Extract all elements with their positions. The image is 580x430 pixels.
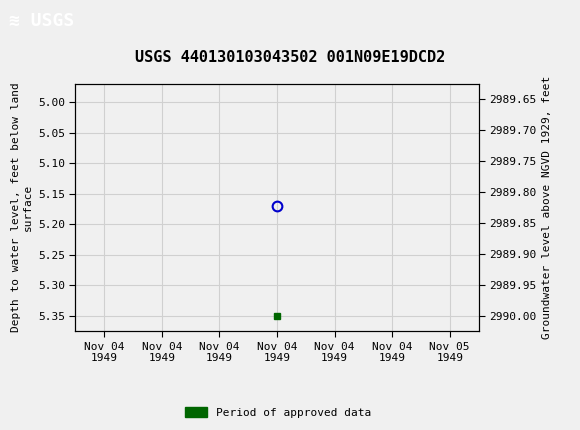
- Y-axis label: Depth to water level, feet below land
surface: Depth to water level, feet below land su…: [11, 83, 32, 332]
- Y-axis label: Groundwater level above NGVD 1929, feet: Groundwater level above NGVD 1929, feet: [542, 76, 552, 339]
- Text: ≋ USGS: ≋ USGS: [9, 12, 74, 30]
- Text: USGS 440130103043502 001N09E19DCD2: USGS 440130103043502 001N09E19DCD2: [135, 49, 445, 64]
- Legend: Period of approved data: Period of approved data: [181, 403, 376, 422]
